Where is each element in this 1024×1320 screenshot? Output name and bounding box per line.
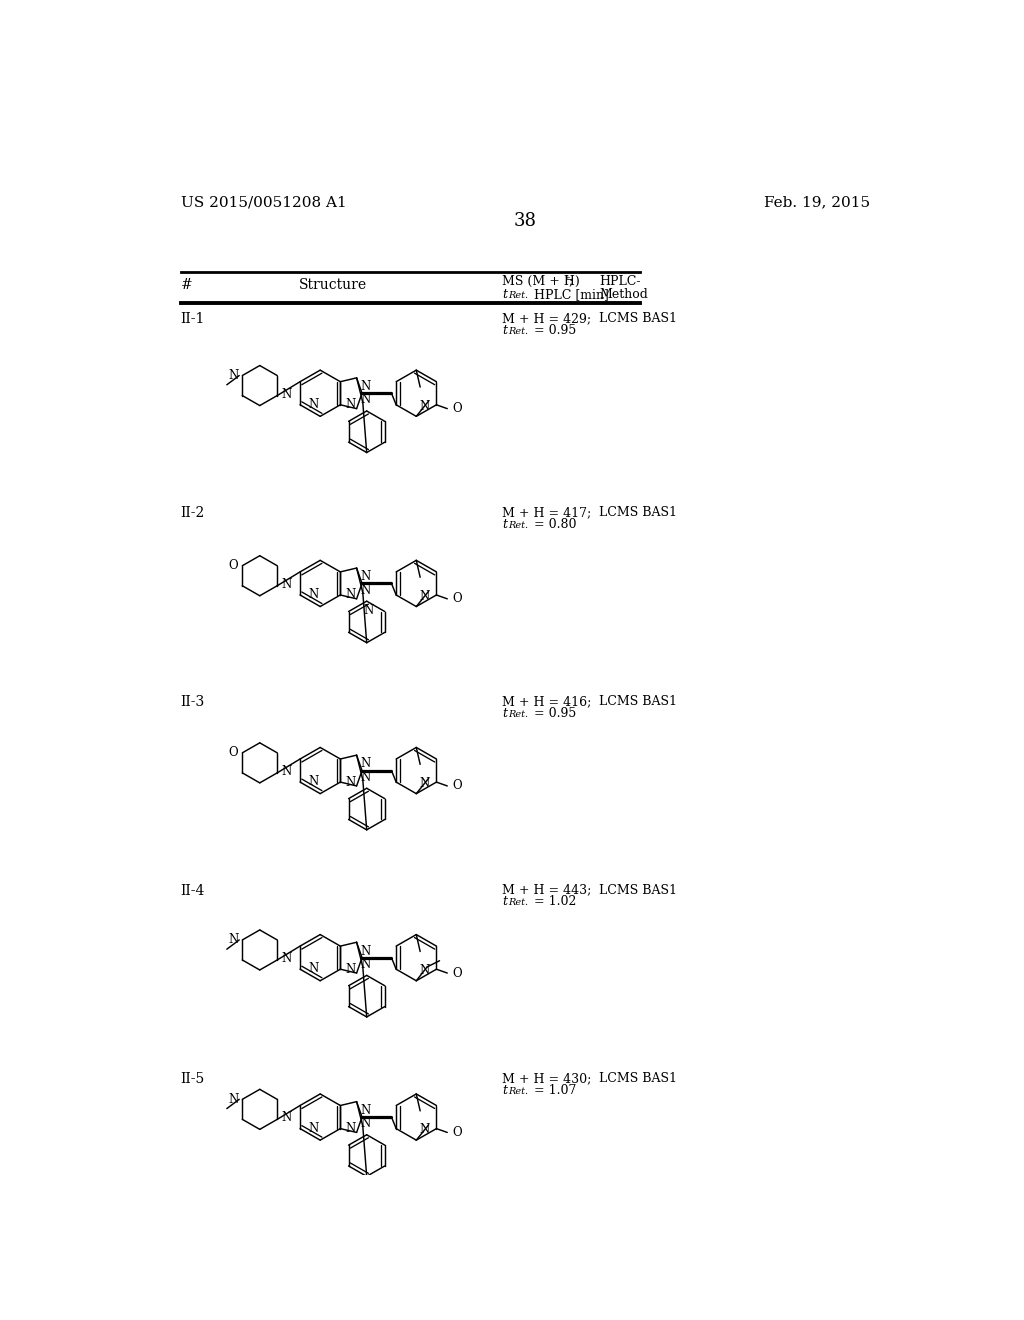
Text: N: N: [360, 583, 371, 597]
Text: N: N: [345, 1122, 355, 1135]
Text: N: N: [360, 1104, 371, 1117]
Text: N: N: [360, 570, 371, 583]
Text: = 1.02: = 1.02: [530, 895, 577, 908]
Text: N: N: [308, 1122, 318, 1135]
Text: N: N: [345, 399, 355, 412]
Text: = 0.95: = 0.95: [530, 323, 577, 337]
Text: N: N: [228, 933, 239, 946]
Text: t: t: [503, 323, 507, 337]
Text: HPLC-: HPLC-: [599, 276, 641, 289]
Text: ⁺: ⁺: [564, 276, 570, 285]
Text: O: O: [228, 560, 239, 573]
Text: Ret.: Ret.: [509, 899, 528, 907]
Text: N: N: [420, 776, 430, 789]
Text: US 2015/0051208 A1: US 2015/0051208 A1: [180, 195, 346, 210]
Text: N: N: [308, 589, 318, 601]
Text: II-4: II-4: [180, 884, 205, 898]
Text: N: N: [282, 1111, 292, 1125]
Text: II-5: II-5: [180, 1072, 205, 1086]
Text: = 0.95: = 0.95: [530, 706, 577, 719]
Text: N: N: [228, 1093, 239, 1106]
Text: II-1: II-1: [180, 313, 205, 326]
Text: N: N: [420, 400, 430, 412]
Text: N: N: [360, 380, 371, 393]
Text: = 1.07: = 1.07: [530, 1084, 577, 1097]
Text: M + H = 429;: M + H = 429;: [503, 313, 592, 326]
Text: N: N: [360, 771, 371, 784]
Text: N: N: [360, 393, 371, 407]
Text: II-3: II-3: [180, 696, 205, 709]
Text: t: t: [503, 288, 507, 301]
Text: N: N: [360, 945, 371, 957]
Text: LCMS BAS1: LCMS BAS1: [599, 507, 677, 520]
Text: Feb. 19, 2015: Feb. 19, 2015: [764, 195, 869, 210]
Text: O: O: [452, 593, 462, 606]
Text: N: N: [360, 958, 371, 970]
Text: N: N: [420, 590, 430, 603]
Text: Method: Method: [599, 288, 648, 301]
Text: Ret.: Ret.: [509, 290, 528, 300]
Text: LCMS BAS1: LCMS BAS1: [599, 313, 677, 326]
Text: Ret.: Ret.: [509, 521, 528, 531]
Text: MS (M + H): MS (M + H): [503, 276, 580, 289]
Text: N: N: [282, 388, 292, 400]
Text: N: N: [308, 397, 318, 411]
Text: O: O: [452, 966, 462, 979]
Text: N: N: [282, 764, 292, 777]
Text: = 0.80: = 0.80: [530, 517, 577, 531]
Text: N: N: [345, 962, 355, 975]
Text: t: t: [503, 895, 507, 908]
Text: N: N: [420, 964, 430, 977]
Text: O: O: [452, 779, 462, 792]
Text: II-2: II-2: [180, 507, 205, 520]
Text: M + H = 443;: M + H = 443;: [503, 884, 592, 896]
Text: HPLC [min]: HPLC [min]: [530, 288, 609, 301]
Text: O: O: [452, 1126, 462, 1139]
Text: LCMS BAS1: LCMS BAS1: [599, 1072, 677, 1085]
Text: O: O: [228, 746, 239, 759]
Text: N: N: [360, 758, 371, 771]
Text: M + H = 430;: M + H = 430;: [503, 1072, 592, 1085]
Text: N: N: [228, 370, 239, 381]
Text: N: N: [345, 776, 355, 788]
Text: #: #: [180, 277, 193, 292]
Text: N: N: [308, 775, 318, 788]
Text: LCMS BAS1: LCMS BAS1: [599, 696, 677, 708]
Text: Ret.: Ret.: [509, 1088, 528, 1096]
Text: N: N: [420, 1123, 430, 1137]
Text: LCMS BAS1: LCMS BAS1: [599, 884, 677, 896]
Text: N: N: [282, 578, 292, 591]
Text: N: N: [282, 952, 292, 965]
Text: N: N: [360, 1117, 371, 1130]
Text: N: N: [345, 589, 355, 602]
Text: t: t: [503, 706, 507, 719]
Text: Structure: Structure: [299, 277, 368, 292]
Text: N: N: [308, 962, 318, 975]
Text: Ret.: Ret.: [509, 327, 528, 337]
Text: 38: 38: [513, 213, 537, 230]
Text: ;: ;: [568, 276, 572, 289]
Text: N: N: [364, 605, 374, 618]
Text: M + H = 416;: M + H = 416;: [503, 696, 592, 708]
Text: O: O: [452, 403, 462, 416]
Text: t: t: [503, 517, 507, 531]
Text: t: t: [503, 1084, 507, 1097]
Text: Ret.: Ret.: [509, 710, 528, 718]
Text: M + H = 417;: M + H = 417;: [503, 507, 592, 520]
